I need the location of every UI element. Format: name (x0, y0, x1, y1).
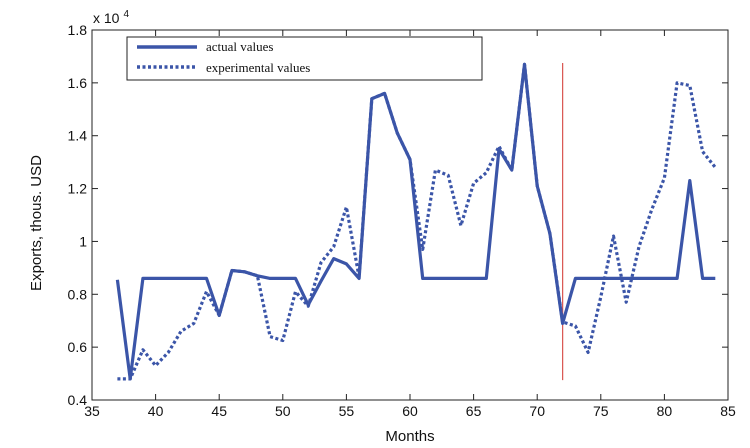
y-tick-label: 1 (79, 233, 87, 249)
legend: actual values experimental values (126, 36, 483, 81)
y-axis-label: Exports, thous. USD (28, 155, 45, 291)
series-line-actual (115, 62, 716, 381)
x-tick-label: 75 (593, 403, 609, 419)
y-tick-label: 1.8 (68, 22, 88, 38)
y-tick-label: 1.2 (68, 181, 88, 197)
x-tick-label: 35 (84, 403, 100, 419)
legend-box (126, 36, 483, 81)
series-line-experimental (117, 62, 717, 381)
plot-area (115, 62, 717, 381)
x-tick-label: 85 (720, 403, 736, 419)
x-tick-label: 55 (339, 403, 355, 419)
x-axis-label: Months (385, 428, 434, 445)
x-tick-label: 60 (402, 403, 418, 419)
axes: 35 40 45 50 55 60 65 70 75 80 85 0.4 0.6 0.8 1 1.2 1.4 1.… (68, 22, 736, 419)
x-tick-label: 70 (529, 403, 545, 419)
x-tick-label: 50 (275, 403, 291, 419)
y-tick-label: 0.6 (68, 339, 88, 355)
y-tick-label: 0.4 (68, 392, 88, 408)
plot-frame (91, 29, 729, 401)
x-tick-label: 80 (657, 403, 673, 419)
y-tick-label: 0.8 (68, 286, 88, 302)
legend-label-experimental: experimental values (206, 60, 310, 75)
x-tick-label: 40 (148, 403, 164, 419)
y-tick-label: 1.4 (68, 128, 88, 144)
x-tick-label: 45 (211, 403, 227, 419)
x-tick-label: 65 (466, 403, 482, 419)
legend-label-actual: actual values (206, 39, 274, 54)
y-axis-multiplier: x 10 4 (93, 9, 129, 27)
y-tick-label: 1.6 (68, 75, 88, 91)
